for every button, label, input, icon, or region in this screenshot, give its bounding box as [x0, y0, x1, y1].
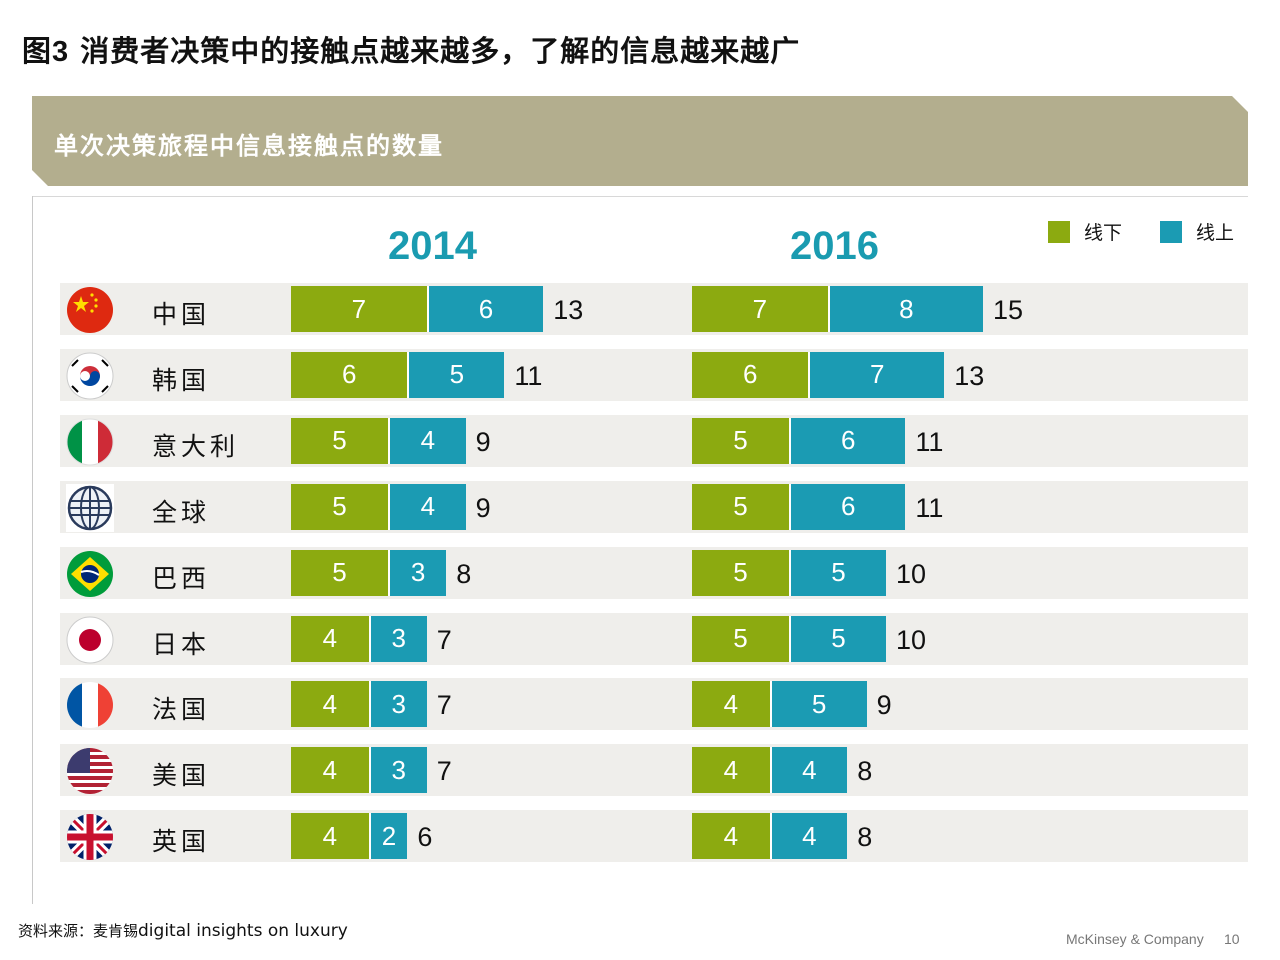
bar-online-2016: 6 — [789, 483, 906, 530]
bar-online-2016: 8 — [827, 286, 983, 332]
bar-offline-2016: 7 — [692, 286, 828, 332]
bar-total-label-2014: 11 — [514, 360, 543, 391]
bar-online-2014: 4 — [388, 417, 466, 464]
bar-offline-2016: 4 — [692, 813, 770, 860]
bar-offline-2016: 4 — [692, 747, 770, 794]
row-background — [60, 283, 1248, 335]
country-label: 全球 — [152, 497, 211, 527]
bar-total-label-2016: 10 — [896, 624, 927, 655]
italy-flag-icon — [66, 418, 114, 466]
year-label-2016: 2016 — [790, 224, 879, 268]
bar-offline-2014: 6 — [291, 351, 408, 398]
banner-title: 单次决策旅程中信息接触点的数量 — [54, 131, 444, 160]
bar-total-label-2014: 13 — [553, 295, 584, 325]
bar-offline-2014: 5 — [291, 549, 388, 596]
bar-offline-2014: 5 — [291, 483, 388, 530]
bar-online-2016: 7 — [808, 351, 945, 398]
bar-total-label-2016: 8 — [857, 756, 873, 787]
bar-online-2014: 2 — [368, 813, 408, 860]
row-background — [60, 546, 1248, 599]
row-background — [60, 414, 1248, 467]
bar-offline-2016: 5 — [692, 417, 789, 464]
japan-flag-icon — [66, 616, 114, 664]
bar-online-2016: 5 — [789, 549, 886, 596]
bar-online-2016: 5 — [789, 615, 886, 662]
bar-total-label-2014: 9 — [475, 426, 491, 457]
bar-total-label-2016: 15 — [993, 295, 1024, 325]
banner-shape — [32, 96, 1248, 186]
country-label: 日本 — [152, 629, 211, 659]
bar-online-2014: 4 — [388, 483, 466, 530]
legend-offline-swatch — [1048, 220, 1070, 243]
bar-online-2014: 3 — [368, 681, 427, 728]
bar-total-label-2014: 7 — [436, 624, 452, 655]
bar-online-2014: 3 — [368, 615, 427, 662]
bar-offline-2014: 4 — [291, 681, 369, 728]
frame-top-line — [32, 196, 1248, 197]
row-background — [60, 612, 1248, 665]
bar-offline-2014: 4 — [291, 813, 369, 860]
france-flag-icon — [66, 681, 114, 729]
bar-offline-2016: 5 — [692, 615, 789, 662]
china-flag-icon — [66, 286, 114, 334]
year-label-2014: 2014 — [388, 224, 477, 268]
bar-offline-2016: 4 — [692, 681, 770, 728]
country-label: 英国 — [152, 827, 211, 857]
country-label: 韩国 — [152, 365, 211, 395]
bar-total-label-2016: 9 — [876, 690, 892, 721]
row-background — [60, 678, 1248, 731]
bar-total-label-2016: 11 — [915, 492, 944, 523]
legend-offline-label: 线下 — [1084, 222, 1123, 244]
usa-flag-icon — [66, 747, 114, 795]
bar-offline-2014: 4 — [291, 747, 369, 794]
chart-banner: 单次决策旅程中信息接触点的数量 — [32, 96, 1248, 186]
bar-offline-2016: 5 — [692, 549, 789, 596]
bar-total-label-2014: 6 — [417, 822, 433, 853]
legend-online-label: 线上 — [1196, 222, 1235, 244]
bar-online-2016: 6 — [789, 417, 906, 464]
bar-online-2014: 5 — [407, 351, 505, 398]
footer-company: McKinsey & Company — [1066, 931, 1204, 947]
korea-flag-icon — [66, 352, 114, 400]
legend-online-swatch — [1160, 220, 1183, 243]
legend: 线下 线上 — [1048, 218, 1234, 245]
bar-online-2014: 3 — [388, 549, 447, 596]
brazil-flag-icon — [66, 550, 114, 598]
row-background — [60, 348, 1248, 401]
uk-flag-icon — [66, 813, 114, 861]
bar-total-label-2014: 7 — [436, 756, 452, 787]
row-background — [60, 810, 1248, 863]
bar-online-2014: 6 — [426, 286, 544, 332]
row-background — [60, 480, 1248, 533]
frame-left-line — [32, 196, 33, 904]
figure-title: 图3 消费者决策中的接触点越来越多，了解的信息越来越广 — [22, 34, 801, 68]
row-background — [60, 744, 1248, 797]
page-number: 10 — [1224, 931, 1240, 947]
bar-offline-2014: 7 — [291, 286, 427, 332]
country-label: 意大利 — [152, 431, 240, 461]
bar-offline-2014: 5 — [291, 417, 388, 464]
country-label: 美国 — [152, 761, 211, 791]
bar-total-label-2014: 7 — [436, 690, 452, 721]
country-label: 巴西 — [152, 563, 211, 593]
country-label: 法国 — [152, 695, 211, 725]
bar-offline-2014: 4 — [291, 615, 369, 662]
source-note: 资料来源：麦肯锡digital insights on luxury — [18, 921, 348, 941]
globe-icon — [66, 483, 114, 532]
bar-total-label-2014: 9 — [475, 492, 491, 523]
bar-offline-2016: 6 — [692, 351, 809, 398]
bar-online-2016: 4 — [769, 747, 848, 794]
bar-online-2014: 3 — [368, 747, 427, 794]
bar-offline-2016: 5 — [692, 483, 789, 530]
bar-online-2016: 5 — [769, 681, 867, 728]
bar-total-label-2016: 13 — [954, 360, 985, 391]
bar-total-label-2016: 10 — [896, 558, 927, 589]
bar-total-label-2014: 8 — [456, 558, 472, 589]
country-label: 中国 — [152, 300, 211, 329]
bar-total-label-2016: 8 — [857, 822, 873, 853]
bar-total-label-2016: 11 — [915, 426, 944, 457]
bar-online-2016: 4 — [769, 813, 848, 860]
